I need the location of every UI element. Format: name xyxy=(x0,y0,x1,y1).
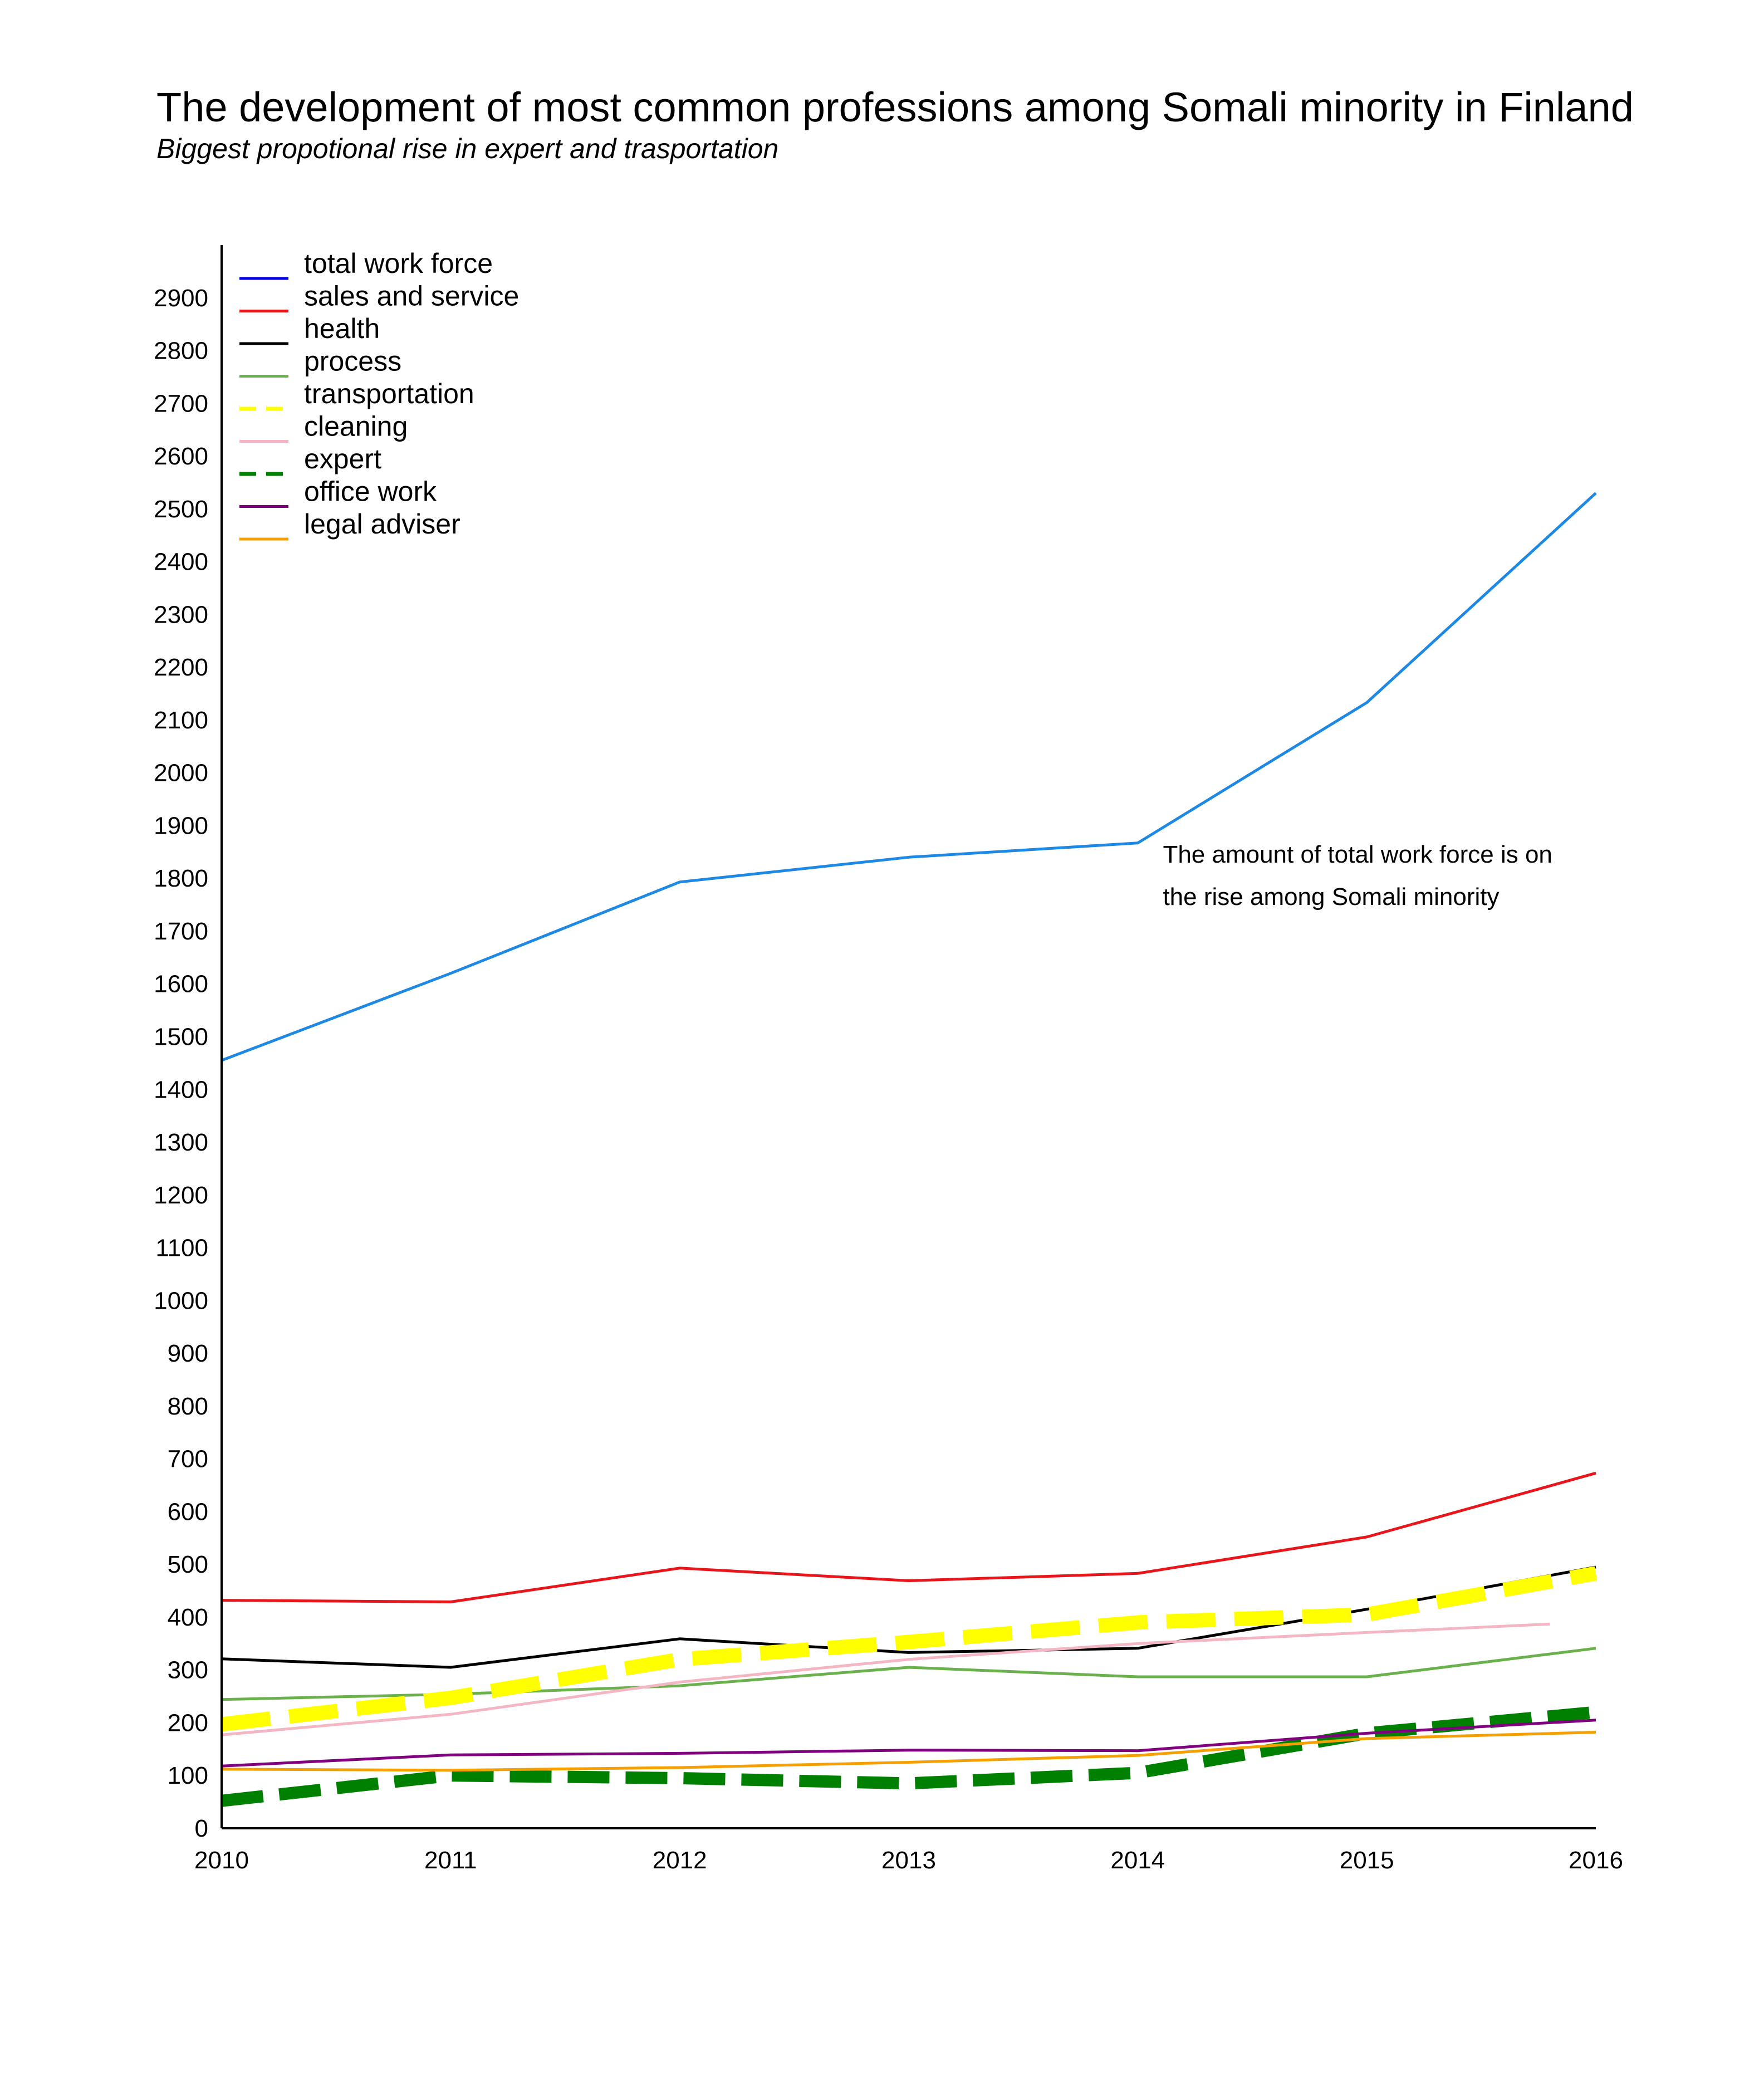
y-tick-label: 2400 xyxy=(154,549,208,576)
y-tick-label: 500 xyxy=(168,1551,208,1578)
series-line-4 xyxy=(220,1566,1598,1732)
x-tick-label: 2013 xyxy=(881,1847,936,1874)
x-tick-label: 2011 xyxy=(424,1847,477,1874)
legend-entry-label: total work force xyxy=(304,248,493,279)
x-tick-label: 2015 xyxy=(1340,1847,1394,1874)
y-tick-label: 300 xyxy=(168,1657,208,1684)
axes-layer: 0 100 200 300 400 500 600 700 800 900 1000 1100 1200… xyxy=(154,245,1623,1874)
series-line-3 xyxy=(221,1647,1596,1701)
y-tick-label: 900 xyxy=(168,1340,208,1367)
series-layer xyxy=(220,492,1598,1807)
chart-title: The development of most common professio… xyxy=(156,84,1634,130)
y-tick-label: 2800 xyxy=(154,337,208,365)
y-tick-label: 1200 xyxy=(154,1182,208,1209)
y-tick-label: 1800 xyxy=(154,865,208,892)
series-line-0 xyxy=(221,492,1597,1062)
x-tick-label: 2014 xyxy=(1110,1847,1165,1874)
series-line-1 xyxy=(221,1471,1596,1603)
legend-entry-label: process xyxy=(304,346,401,377)
series-line-8 xyxy=(221,1731,1596,1772)
y-tick-label: 0 xyxy=(195,1815,208,1842)
y-tick-label: 1600 xyxy=(154,971,208,998)
annotation-text: the rise among Somali minority xyxy=(1163,883,1499,911)
y-tick-label: 2100 xyxy=(154,707,208,734)
series-line-5 xyxy=(221,1622,1550,1736)
legend-entry-label: sales and service xyxy=(304,281,519,312)
x-tick-label: 2010 xyxy=(194,1847,249,1874)
y-tick-label: 200 xyxy=(168,1709,208,1736)
legend-entry-label: transportation xyxy=(304,378,474,409)
y-tick-label: 1900 xyxy=(154,812,208,839)
y-tick-label: 2000 xyxy=(154,760,208,787)
y-tick-label: 2500 xyxy=(154,496,208,523)
y-tick-label: 1000 xyxy=(154,1287,208,1314)
y-tick-label: 1500 xyxy=(154,1024,208,1051)
legend-entry-label: health xyxy=(304,313,380,344)
legend-entry-label: office work xyxy=(304,476,437,507)
y-tick-label: 2600 xyxy=(154,443,208,470)
legend-entry-label: expert xyxy=(304,443,381,474)
y-tick-label: 1300 xyxy=(154,1129,208,1156)
legend-entry-label: legal adviser xyxy=(304,508,460,540)
series-line-7 xyxy=(221,1719,1596,1768)
x-tick-label: 2012 xyxy=(653,1847,707,1874)
y-tick-label: 1100 xyxy=(155,1235,208,1262)
y-tick-label: 1700 xyxy=(154,918,208,945)
y-tick-label: 2200 xyxy=(154,654,208,681)
x-tick-label: 2016 xyxy=(1569,1847,1623,1874)
legend-entry-label: cleaning xyxy=(304,411,408,442)
y-tick-label: 2300 xyxy=(154,601,208,628)
series-line-2 xyxy=(221,1565,1596,1669)
annotation-text: The amount of total work force is on xyxy=(1163,841,1552,868)
chart-subtitle: Biggest propotional rise in expert and t… xyxy=(156,133,779,164)
y-tick-label: 2700 xyxy=(154,390,208,417)
y-tick-label: 100 xyxy=(168,1762,208,1789)
y-tick-label: 1400 xyxy=(154,1076,208,1103)
y-tick-label: 400 xyxy=(168,1604,208,1631)
annotations: The amount of total work force is on the … xyxy=(1163,841,1552,911)
y-tick-label: 600 xyxy=(168,1498,208,1525)
y-tick-label: 700 xyxy=(168,1446,208,1473)
y-tick-label: 2900 xyxy=(154,285,208,312)
y-tick-label: 800 xyxy=(168,1393,208,1420)
